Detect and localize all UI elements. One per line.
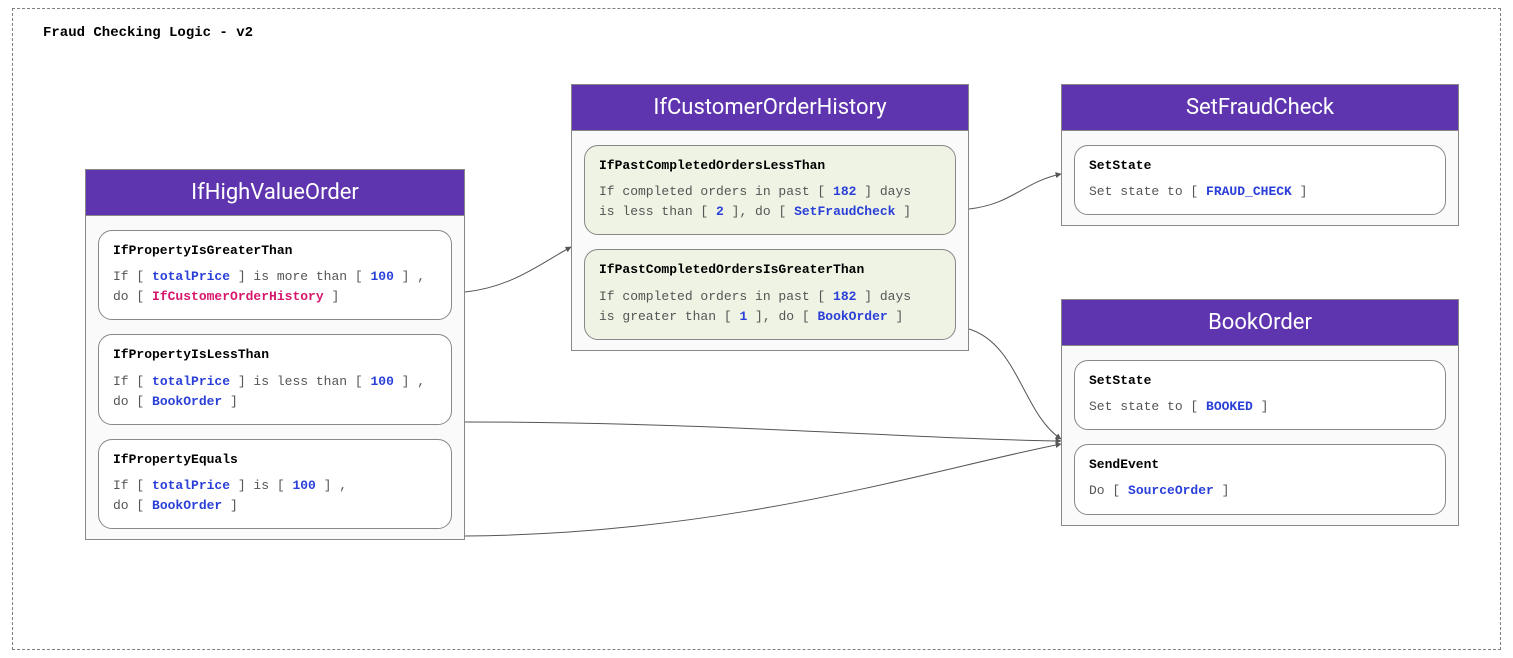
edge-0: [465, 247, 571, 292]
text: If [: [113, 478, 152, 493]
rule-title: SetState: [1089, 156, 1431, 176]
token: 100: [370, 374, 393, 389]
rule-r2[interactable]: IfPropertyIsLessThan If [ totalPrice ] is…: [98, 334, 452, 424]
rule-body: If [ totalPrice ] is [ 100 ] , do [ Book…: [113, 476, 437, 516]
text: Set state to [: [1089, 399, 1206, 414]
rule-r1[interactable]: IfPropertyIsGreaterThan If [ totalPrice ]…: [98, 230, 452, 320]
rule-body: If completed orders in past [ 182 ] days…: [599, 182, 941, 222]
text: ], do [: [724, 204, 794, 219]
text: If [: [113, 269, 152, 284]
text: Do [: [1089, 483, 1128, 498]
node-header: IfHighValueOrder: [86, 170, 464, 216]
token: BOOKED: [1206, 399, 1253, 414]
node-bookOrder[interactable]: BookOrder SetState Set state to [ BOOKED ]…: [1061, 299, 1459, 526]
text: ]: [1292, 184, 1308, 199]
text: ] ,: [394, 374, 425, 389]
node-body: IfPropertyIsGreaterThan If [ totalPrice ]…: [86, 216, 464, 539]
diagram-canvas: Fraud Checking Logic - v2 IfHighValueOrd…: [12, 8, 1501, 650]
text: ] days: [856, 184, 911, 199]
text: ], do [: [747, 309, 817, 324]
text: ]: [324, 289, 340, 304]
rule-r4[interactable]: IfPastCompletedOrdersLessThan If complete…: [584, 145, 956, 235]
rule-body: If [ totalPrice ] is more than [ 100 ] ,…: [113, 267, 437, 307]
edge-1: [969, 174, 1061, 209]
diagram-title: Fraud Checking Logic - v2: [43, 25, 253, 41]
token: 100: [292, 478, 315, 493]
node-body: SetStateSet state to [ BOOKED ]SendEvent…: [1062, 346, 1458, 525]
rule-title: IfPastCompletedOrdersIsGreaterThan: [599, 260, 941, 280]
text: ] days: [856, 289, 911, 304]
token: BookOrder: [152, 498, 222, 513]
rule-title: SendEvent: [1089, 455, 1431, 475]
text: ]: [222, 498, 238, 513]
text: do [: [113, 289, 152, 304]
rule-r7[interactable]: SetState Set state to [ BOOKED ]: [1074, 360, 1446, 430]
text: ]: [895, 204, 911, 219]
rule-body: If completed orders in past [ 182 ] days…: [599, 287, 941, 327]
text: is greater than [: [599, 309, 739, 324]
rule-title: SetState: [1089, 371, 1431, 391]
text: Set state to [: [1089, 184, 1206, 199]
rule-title: IfPropertyIsLessThan: [113, 345, 437, 365]
text: ]: [888, 309, 904, 324]
rule-r6[interactable]: SetState Set state to [ FRAUD_CHECK ]: [1074, 145, 1446, 215]
token: BookOrder: [817, 309, 887, 324]
node-header: SetFraudCheck: [1062, 85, 1458, 131]
text: If completed orders in past [: [599, 289, 833, 304]
rule-title: IfPastCompletedOrdersLessThan: [599, 156, 941, 176]
node-ifCustomerOrderHistory[interactable]: IfCustomerOrderHistory IfPastCompletedOrd…: [571, 84, 969, 351]
rule-r3[interactable]: IfPropertyEquals If [ totalPrice ] is [ 1…: [98, 439, 452, 529]
token: 182: [833, 289, 856, 304]
rule-body: If [ totalPrice ] is less than [ 100 ] ,…: [113, 372, 437, 412]
text: ] is less than [: [230, 374, 370, 389]
token: FRAUD_CHECK: [1206, 184, 1292, 199]
text: is less than [: [599, 204, 716, 219]
text: do [: [113, 394, 152, 409]
token: 100: [370, 269, 393, 284]
rule-body: Set state to [ BOOKED ]: [1089, 397, 1431, 417]
token: SourceOrder: [1128, 483, 1214, 498]
text: ]: [1253, 399, 1269, 414]
text: ] is more than [: [230, 269, 370, 284]
rule-body: Set state to [ FRAUD_CHECK ]: [1089, 182, 1431, 202]
token: BookOrder: [152, 394, 222, 409]
text: ] ,: [394, 269, 425, 284]
text: If completed orders in past [: [599, 184, 833, 199]
rule-r8[interactable]: SendEvent Do [ SourceOrder ]: [1074, 444, 1446, 514]
node-header: BookOrder: [1062, 300, 1458, 346]
token: SetFraudCheck: [794, 204, 895, 219]
token: totalPrice: [152, 478, 230, 493]
node-ifHighValueOrder[interactable]: IfHighValueOrderIfPropertyIsGreaterThanI…: [85, 169, 465, 540]
edge-2: [969, 329, 1061, 439]
node-body: IfPastCompletedOrdersLessThan If complete…: [572, 131, 968, 350]
node-header: IfCustomerOrderHistory: [572, 85, 968, 131]
text: ] is [: [230, 478, 292, 493]
text: If [: [113, 374, 152, 389]
token-highlight: IfCustomerOrderHistory: [152, 289, 324, 304]
node-setFraudCheck[interactable]: SetFraudCheck SetState Set state to [ FRAU…: [1061, 84, 1459, 226]
token: 182: [833, 184, 856, 199]
text: ] ,: [316, 478, 347, 493]
rule-r5[interactable]: IfPastCompletedOrdersIsGreaterThan If com…: [584, 249, 956, 339]
token: totalPrice: [152, 374, 230, 389]
edge-4: [465, 444, 1061, 536]
text: do [: [113, 498, 152, 513]
edge-3: [465, 422, 1061, 441]
text: ]: [1214, 483, 1230, 498]
rule-body: Do [ SourceOrder ]: [1089, 481, 1431, 501]
node-body: SetState Set state to [ FRAUD_CHECK ]: [1062, 131, 1458, 225]
text: ]: [222, 394, 238, 409]
rule-title: IfPropertyEquals: [113, 450, 437, 470]
token: 2: [716, 204, 724, 219]
token: totalPrice: [152, 269, 230, 284]
rule-title: IfPropertyIsGreaterThan: [113, 241, 437, 261]
